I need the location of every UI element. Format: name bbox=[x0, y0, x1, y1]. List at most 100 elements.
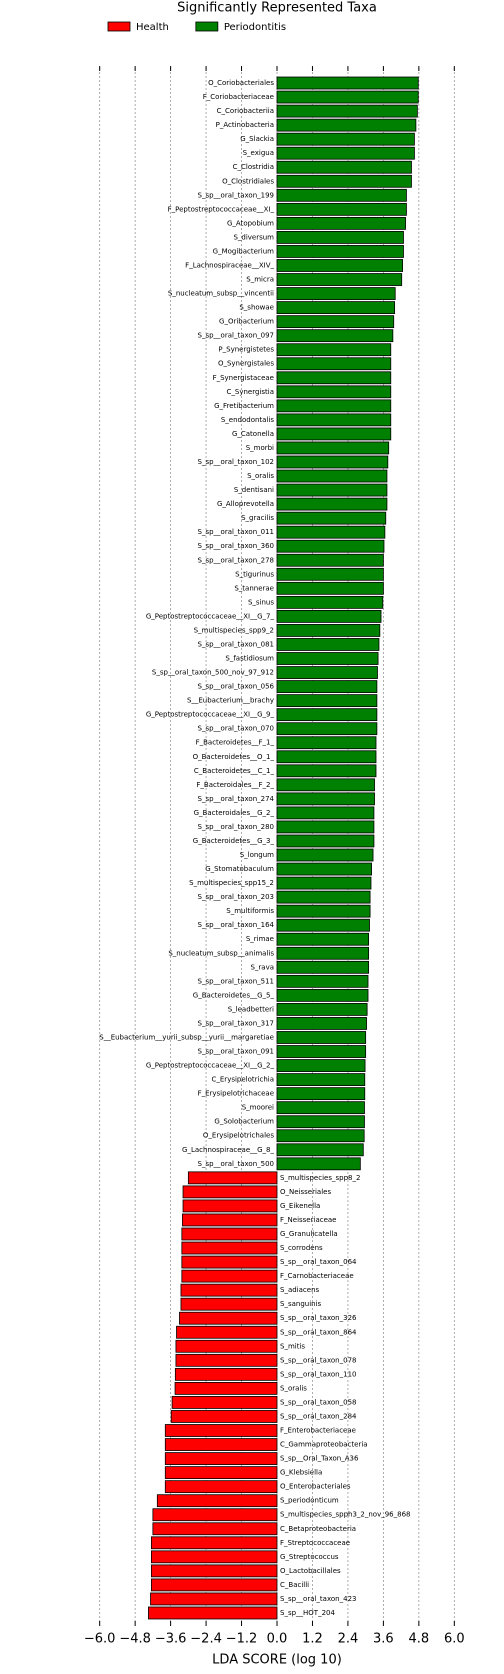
bar bbox=[276, 1003, 368, 1016]
bar bbox=[276, 511, 387, 525]
bar-label: S_diversum bbox=[233, 233, 274, 241]
bar-label: S_showae bbox=[239, 304, 274, 312]
x-axis-label: LDA SCORE (log 10) bbox=[212, 1653, 342, 1668]
bar bbox=[276, 1045, 367, 1058]
bar bbox=[276, 273, 403, 286]
bar bbox=[276, 946, 370, 960]
bar-label: O_Bacteroidetes__O_1_ bbox=[193, 753, 275, 761]
bar-label: F_Bacteroidetes__F_1_ bbox=[196, 739, 275, 747]
bar bbox=[164, 1480, 278, 1494]
bar bbox=[276, 988, 369, 1002]
x-tick-label: 6.0 bbox=[444, 1632, 465, 1647]
bar-label: S_sp__oral_taxon_317 bbox=[198, 1019, 274, 1027]
bar-label: O_Synergistales bbox=[218, 360, 274, 368]
bar-label: S_adiacens bbox=[280, 1286, 320, 1294]
bar-label: F_Lachnospiraceae__XIV_ bbox=[185, 261, 274, 269]
bar bbox=[276, 441, 390, 455]
bar bbox=[276, 820, 375, 834]
legend-swatch bbox=[107, 21, 131, 32]
bar-label: O_Lactobacillales bbox=[280, 1567, 341, 1575]
bar bbox=[179, 1311, 278, 1325]
bar bbox=[276, 287, 396, 300]
bar-label: F_Streptococcaceae bbox=[280, 1539, 350, 1547]
bar-label: S_mitis bbox=[280, 1342, 305, 1350]
bar-label: S_multispecies_spp8_2 bbox=[280, 1174, 360, 1182]
bar bbox=[150, 1592, 278, 1606]
bar bbox=[276, 385, 392, 399]
bar-label: G_Granulicatella bbox=[280, 1230, 338, 1238]
bar-label: S_oralis bbox=[247, 472, 274, 480]
bar-label: G_Bacteroidetes__G_5_ bbox=[193, 991, 275, 999]
bar bbox=[181, 1241, 278, 1255]
bar-label: S_nucleatum_subsp__vincentii bbox=[168, 290, 274, 298]
bar-label: S_sp__oral_taxon_199 bbox=[198, 191, 274, 199]
bar-label: O_Enterobacteriales bbox=[280, 1483, 351, 1491]
bar-label: S_rava bbox=[250, 963, 274, 971]
bar-label: S_sp__oral_taxon_360 bbox=[198, 542, 274, 550]
bar bbox=[276, 1143, 364, 1157]
legend-label: Health bbox=[136, 22, 169, 33]
bar-label: G_Fretibacterium bbox=[214, 402, 274, 410]
bar-label: C_Bacilli bbox=[280, 1581, 309, 1589]
bar-label: S_sp__oral_taxon_091 bbox=[198, 1048, 274, 1056]
bar-label: S_multispecies_spp9_2 bbox=[194, 626, 274, 634]
bar bbox=[276, 1129, 365, 1143]
bar-label: C_Erysipelotrichia bbox=[212, 1076, 275, 1084]
bar-label: G_Slackia bbox=[240, 135, 274, 143]
bar bbox=[276, 427, 392, 441]
bar bbox=[276, 960, 370, 974]
bar bbox=[276, 764, 377, 778]
bar bbox=[276, 90, 419, 104]
bar-label: F_Peptostreptococcaceae__XI_ bbox=[168, 205, 275, 213]
bar bbox=[276, 231, 404, 244]
bar-label: F_Carnobacteriaceae bbox=[280, 1272, 354, 1280]
bar bbox=[276, 736, 377, 750]
bar bbox=[276, 581, 384, 595]
bar bbox=[276, 132, 415, 146]
bar-label: C_Coriobacteriia bbox=[217, 107, 274, 115]
bar-label: S_sp__oral_taxon_500_nov_97_912 bbox=[152, 669, 274, 677]
bar bbox=[276, 315, 395, 329]
legend-swatch bbox=[195, 21, 219, 32]
bar bbox=[276, 539, 385, 553]
bar bbox=[276, 932, 370, 946]
bar bbox=[276, 624, 381, 637]
bar-label: C_Gammaproteobacteria bbox=[280, 1441, 368, 1449]
bar bbox=[276, 553, 384, 567]
bar bbox=[276, 750, 377, 764]
bar bbox=[175, 1339, 278, 1353]
bar-label: S_sp__oral_taxon_102 bbox=[198, 458, 274, 466]
bar-label: S_moorei bbox=[242, 1104, 274, 1112]
bar-label: F_Enterobacteriaceae bbox=[280, 1427, 356, 1435]
bar bbox=[276, 904, 371, 918]
bar-label: S_sp__oral_taxon_274 bbox=[198, 795, 275, 803]
bar-label: S__Eubacterium__brachy bbox=[187, 697, 274, 705]
bar-label: F_Coriobacteriaceae bbox=[203, 93, 274, 101]
x-tick-label: 0.0 bbox=[267, 1632, 288, 1647]
bar bbox=[156, 1494, 278, 1508]
bar-label: G_Streptococcus bbox=[280, 1553, 339, 1561]
bar-label: O_Erysipelotrichales bbox=[203, 1132, 274, 1140]
bar-label: G_Solobacterium bbox=[214, 1118, 274, 1126]
bar bbox=[276, 301, 396, 315]
bar-label: S_exigua bbox=[243, 149, 274, 157]
bar-label: S_sp__HOT_204 bbox=[280, 1609, 335, 1617]
bar bbox=[276, 876, 372, 890]
bar-label: S_sp__oral_taxon_070 bbox=[198, 725, 274, 733]
bar bbox=[276, 525, 386, 539]
bar-label: S_sp__oral_taxon_278 bbox=[198, 556, 274, 564]
x-tick-label: −2.4 bbox=[190, 1632, 222, 1647]
bar bbox=[276, 259, 403, 272]
bar-label: S_sp__oral_taxon_058 bbox=[280, 1398, 356, 1406]
bar-label: P_Synergistetes bbox=[218, 346, 274, 354]
bar-label: F_Neisseriaceae bbox=[280, 1216, 336, 1224]
bar bbox=[276, 357, 392, 371]
bar-label: G_Catonella bbox=[232, 430, 274, 438]
bar bbox=[174, 1382, 278, 1395]
bar-label: G_Peptostreptococcaceae__XI__G_9_ bbox=[146, 711, 275, 719]
bar-label: P_Actinobacteria bbox=[216, 121, 274, 129]
bar bbox=[276, 1073, 366, 1086]
bar-label: S_sp__oral_taxon_203 bbox=[198, 893, 274, 901]
bar bbox=[276, 413, 392, 427]
bar-label: S_sp__oral_taxon_500 bbox=[198, 1160, 274, 1168]
